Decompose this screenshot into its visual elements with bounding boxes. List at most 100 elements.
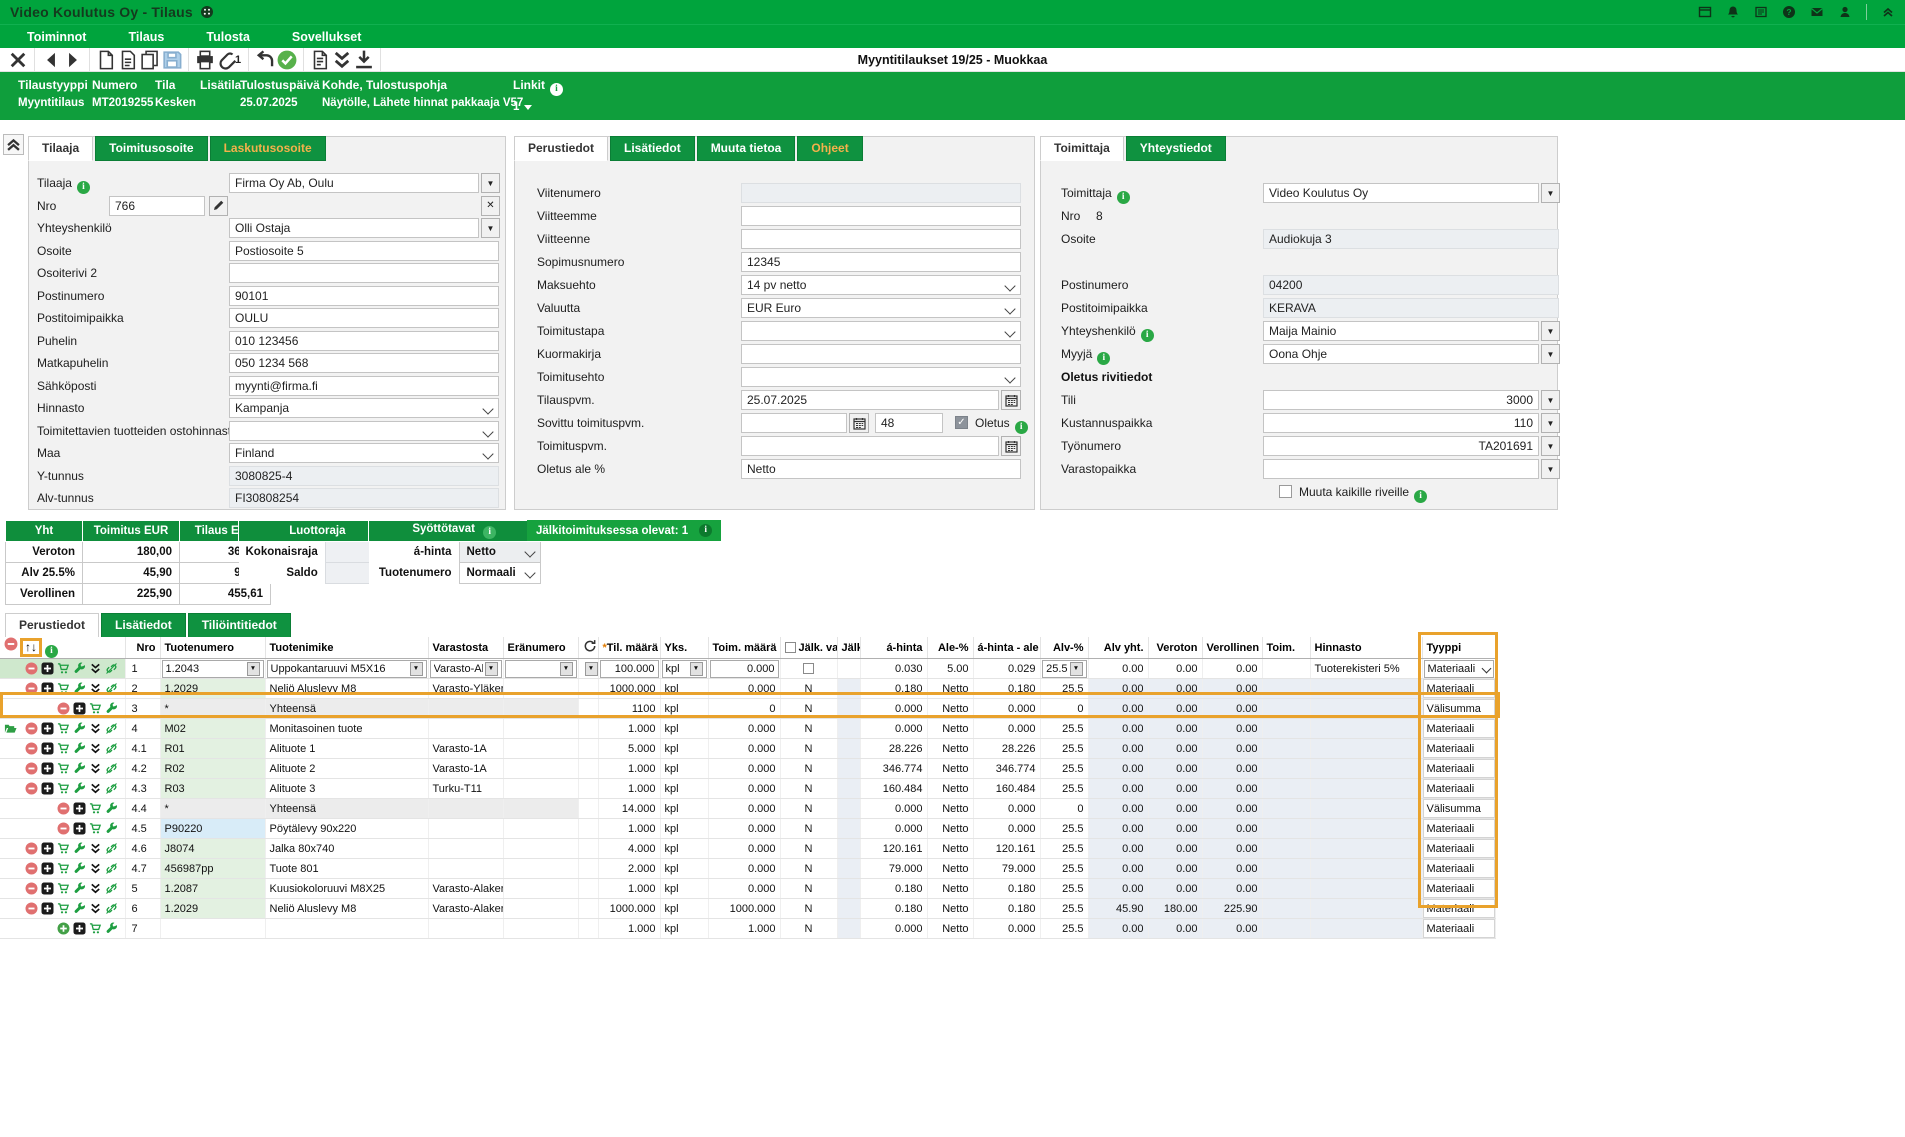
minus-circle-icon[interactable] bbox=[57, 822, 70, 835]
dropdown-button[interactable]: ▼ bbox=[1541, 459, 1560, 479]
wrench-icon[interactable] bbox=[73, 742, 86, 755]
dropdown-button[interactable]: ▼ bbox=[1541, 183, 1560, 203]
info-icon[interactable]: i bbox=[699, 524, 712, 537]
plus-circle-icon[interactable] bbox=[57, 922, 70, 935]
cart-icon[interactable] bbox=[89, 802, 102, 815]
clear-button[interactable]: ✕ bbox=[481, 196, 500, 216]
tab-ohjeet[interactable]: Ohjeet bbox=[797, 136, 862, 161]
news-icon[interactable] bbox=[1754, 5, 1768, 19]
doc-new-icon[interactable] bbox=[95, 51, 117, 69]
plus-square-icon[interactable] bbox=[73, 822, 86, 835]
minus-circle-icon[interactable] bbox=[25, 882, 38, 895]
plus-square-icon[interactable] bbox=[41, 722, 54, 735]
cart-icon[interactable] bbox=[57, 902, 70, 915]
theme-icon[interactable] bbox=[200, 5, 214, 19]
field-value[interactable] bbox=[741, 229, 1021, 249]
editable-cell[interactable]: 25.5▼ bbox=[1042, 660, 1087, 678]
minus-circle-icon[interactable] bbox=[57, 702, 70, 715]
field-value[interactable]: Video Koulutus Oy bbox=[1263, 183, 1539, 203]
info-icon[interactable]: i bbox=[77, 181, 90, 194]
field-value[interactable]: 14 pv netto bbox=[741, 275, 1021, 295]
calendar-button[interactable] bbox=[849, 413, 869, 433]
field-value[interactable] bbox=[229, 263, 499, 283]
wrench-icon[interactable] bbox=[73, 722, 86, 735]
field-value[interactable]: Olli Ostaja bbox=[229, 218, 479, 238]
minus-circle-icon[interactable] bbox=[25, 902, 38, 915]
person-icon[interactable] bbox=[1838, 5, 1852, 19]
plus-square-icon[interactable] bbox=[41, 902, 54, 915]
plus-square-icon[interactable] bbox=[41, 862, 54, 875]
minus-circle-icon[interactable] bbox=[25, 722, 38, 735]
dropdown-icon[interactable]: ▼ bbox=[585, 662, 598, 676]
wrench-icon[interactable] bbox=[105, 822, 118, 835]
double-down-icon[interactable] bbox=[331, 51, 353, 69]
field-value[interactable]: Oona Ohje bbox=[1263, 344, 1539, 364]
plus-square-icon[interactable] bbox=[41, 662, 54, 675]
menu-item-tulosta[interactable]: Tulosta bbox=[185, 30, 271, 44]
cart-icon[interactable] bbox=[57, 742, 70, 755]
field-value[interactable]: 110 bbox=[1263, 413, 1539, 433]
field-value[interactable]: Postiosoite 5 bbox=[229, 241, 499, 261]
unlink-icon[interactable] bbox=[105, 882, 118, 895]
editable-cell[interactable]: ▼ bbox=[505, 660, 577, 678]
undo-icon[interactable] bbox=[254, 51, 276, 69]
unlink-icon[interactable] bbox=[105, 862, 118, 875]
plus-square-icon[interactable] bbox=[73, 922, 86, 935]
menu-item-toiminnot[interactable]: Toiminnot bbox=[6, 30, 107, 44]
cart-icon[interactable] bbox=[57, 842, 70, 855]
wrench-icon[interactable] bbox=[73, 782, 86, 795]
calendar-button[interactable] bbox=[1001, 436, 1021, 456]
plus-square-icon[interactable] bbox=[41, 762, 54, 775]
info-icon[interactable]: i bbox=[483, 526, 496, 539]
wrench-icon[interactable] bbox=[73, 862, 86, 875]
header-checkbox[interactable] bbox=[785, 642, 796, 653]
field-value[interactable]: 010 123456 bbox=[229, 331, 499, 351]
row-checkbox[interactable] bbox=[1279, 485, 1292, 498]
double-down-icon[interactable] bbox=[89, 782, 102, 795]
edit-pencil-button[interactable] bbox=[209, 196, 228, 216]
double-down-icon[interactable] bbox=[89, 882, 102, 895]
menu-item-sovellukset[interactable]: Sovellukset bbox=[271, 30, 382, 44]
dropdown-button[interactable]: ▼ bbox=[1541, 344, 1560, 364]
field-value[interactable]: 766 bbox=[109, 196, 205, 216]
cart-icon[interactable] bbox=[89, 922, 102, 935]
plus-square-icon[interactable] bbox=[41, 682, 54, 695]
wrench-icon[interactable] bbox=[73, 662, 86, 675]
plus-square-icon[interactable] bbox=[41, 742, 54, 755]
field-value[interactable]: EUR Euro bbox=[741, 298, 1021, 318]
wrench-icon[interactable] bbox=[73, 882, 86, 895]
double-down-icon[interactable] bbox=[89, 662, 102, 675]
field-value[interactable] bbox=[741, 367, 1021, 387]
field-value[interactable] bbox=[741, 413, 847, 433]
field-value[interactable] bbox=[741, 344, 1021, 364]
mail-icon[interactable] bbox=[1810, 5, 1824, 19]
unlink-icon[interactable] bbox=[105, 842, 118, 855]
grid-tab-tili-intitiedot[interactable]: Tiliöintitiedot bbox=[188, 613, 291, 638]
minus-circle-icon[interactable] bbox=[25, 862, 38, 875]
help-icon[interactable]: ? bbox=[1782, 5, 1796, 19]
field-value[interactable]: myynti@firma.fi bbox=[229, 376, 499, 396]
cart-icon[interactable] bbox=[57, 662, 70, 675]
dropdown-icon[interactable]: ▼ bbox=[690, 662, 703, 676]
dropdown-button[interactable]: ▼ bbox=[1541, 390, 1560, 410]
plus-square-icon[interactable] bbox=[41, 782, 54, 795]
doc-badge-icon[interactable] bbox=[309, 51, 331, 69]
plus-square-icon[interactable] bbox=[41, 842, 54, 855]
dropdown-icon[interactable]: ▼ bbox=[247, 662, 260, 676]
tab-laskutusosoite[interactable]: Laskutusosoite bbox=[210, 136, 326, 161]
unlink-icon[interactable] bbox=[105, 782, 118, 795]
plus-square-icon[interactable] bbox=[41, 882, 54, 895]
cart-icon[interactable] bbox=[57, 862, 70, 875]
dropdown-icon[interactable]: ▼ bbox=[560, 662, 573, 676]
cart-icon[interactable] bbox=[57, 762, 70, 775]
double-down-icon[interactable] bbox=[89, 842, 102, 855]
field-value[interactable]: 12345 bbox=[741, 252, 1021, 272]
window-icon[interactable] bbox=[1698, 5, 1712, 19]
field-value[interactable]: 050 1234 568 bbox=[229, 353, 499, 373]
cart-icon[interactable] bbox=[57, 722, 70, 735]
doc-copy-icon[interactable] bbox=[139, 51, 161, 69]
info-icon[interactable]: i bbox=[45, 645, 58, 658]
minus-circle-icon[interactable] bbox=[25, 742, 38, 755]
dropdown-icon[interactable]: ▼ bbox=[1070, 662, 1083, 676]
field-value[interactable] bbox=[741, 436, 999, 456]
